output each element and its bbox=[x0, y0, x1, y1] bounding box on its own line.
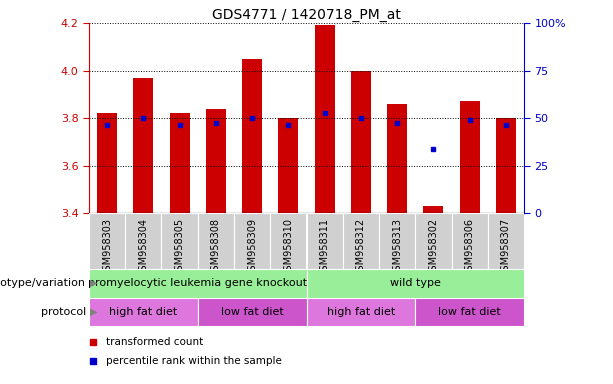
Bar bbox=[242, 59, 262, 213]
Text: promyelocytic leukemia gene knockout: promyelocytic leukemia gene knockout bbox=[88, 278, 307, 288]
Bar bbox=[133, 78, 153, 213]
Text: GSM958312: GSM958312 bbox=[356, 218, 366, 277]
Bar bbox=[488, 213, 524, 269]
Text: GSM958306: GSM958306 bbox=[465, 218, 474, 276]
Text: GSM958303: GSM958303 bbox=[102, 218, 112, 276]
Bar bbox=[314, 25, 335, 213]
Bar bbox=[278, 118, 299, 213]
Bar bbox=[452, 213, 488, 269]
Bar bbox=[351, 71, 371, 213]
Bar bbox=[97, 113, 117, 213]
Bar bbox=[161, 213, 197, 269]
Text: GSM958302: GSM958302 bbox=[428, 218, 438, 277]
Bar bbox=[379, 213, 416, 269]
Bar bbox=[197, 213, 234, 269]
Bar bbox=[206, 109, 226, 213]
Text: GSM958309: GSM958309 bbox=[247, 218, 257, 276]
Text: high fat diet: high fat diet bbox=[109, 307, 177, 317]
Text: GSM958308: GSM958308 bbox=[211, 218, 221, 276]
Text: wild type: wild type bbox=[390, 278, 441, 288]
Bar bbox=[197, 298, 306, 326]
Text: protocol: protocol bbox=[40, 307, 86, 317]
Bar bbox=[416, 213, 452, 269]
Bar bbox=[89, 269, 306, 298]
Bar bbox=[306, 269, 524, 298]
Bar bbox=[460, 101, 480, 213]
Text: GSM958311: GSM958311 bbox=[319, 218, 330, 276]
Title: GDS4771 / 1420718_PM_at: GDS4771 / 1420718_PM_at bbox=[212, 8, 401, 22]
Bar bbox=[234, 213, 270, 269]
Text: ▶: ▶ bbox=[90, 307, 97, 317]
Text: ▶: ▶ bbox=[90, 278, 97, 288]
Bar bbox=[343, 213, 379, 269]
Text: low fat diet: low fat diet bbox=[438, 307, 501, 317]
Bar bbox=[306, 213, 343, 269]
Bar bbox=[496, 118, 516, 213]
Text: GSM958310: GSM958310 bbox=[283, 218, 294, 276]
Bar bbox=[387, 104, 407, 213]
Text: GSM958313: GSM958313 bbox=[392, 218, 402, 276]
Text: high fat diet: high fat diet bbox=[327, 307, 395, 317]
Bar bbox=[170, 113, 189, 213]
Text: low fat diet: low fat diet bbox=[221, 307, 283, 317]
Bar bbox=[125, 213, 161, 269]
Text: genotype/variation: genotype/variation bbox=[0, 278, 86, 288]
Text: GSM958307: GSM958307 bbox=[501, 218, 511, 277]
Bar bbox=[424, 206, 443, 213]
Bar bbox=[416, 298, 524, 326]
Text: transformed count: transformed count bbox=[106, 337, 204, 347]
Bar bbox=[89, 213, 125, 269]
Bar bbox=[306, 298, 416, 326]
Text: GSM958304: GSM958304 bbox=[139, 218, 148, 276]
Text: percentile rank within the sample: percentile rank within the sample bbox=[106, 356, 282, 366]
Bar bbox=[270, 213, 306, 269]
Text: GSM958305: GSM958305 bbox=[175, 218, 185, 277]
Bar bbox=[89, 298, 197, 326]
